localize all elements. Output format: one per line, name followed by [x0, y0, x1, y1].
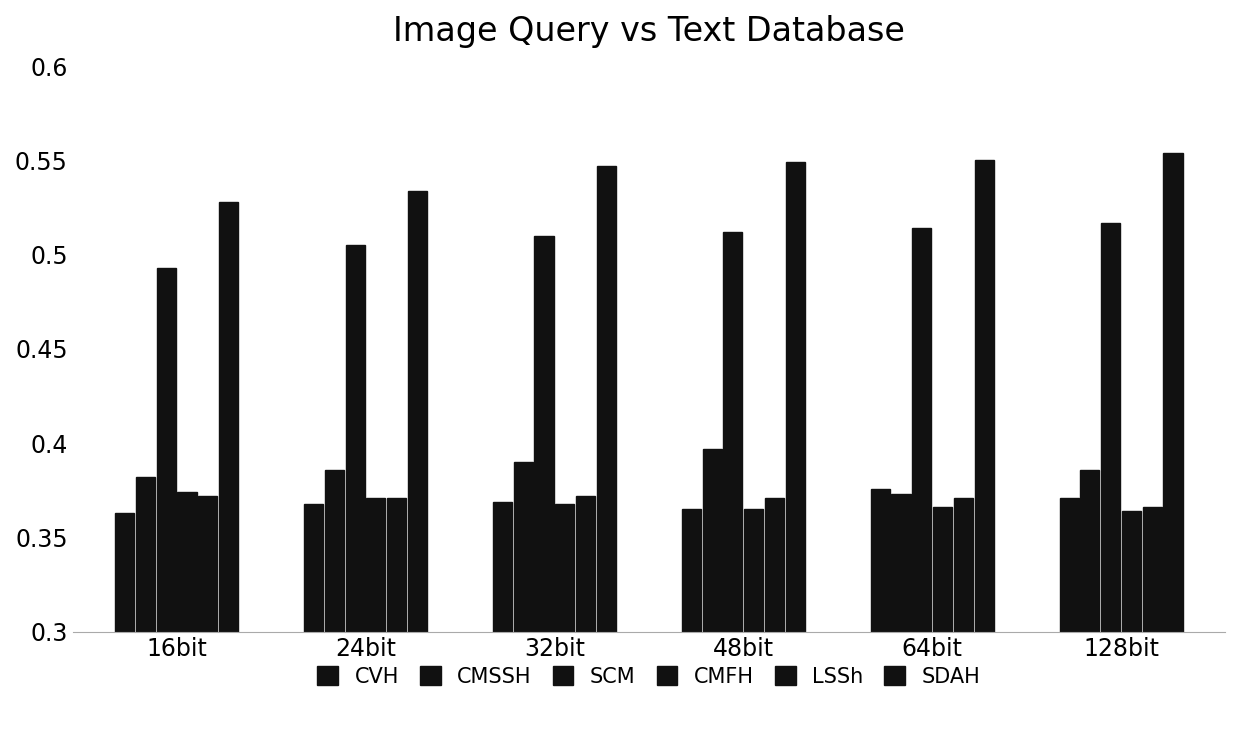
Bar — [115, 513, 134, 749]
Bar — [932, 508, 952, 749]
Legend: CVH, CMSSH, SCM, CMFH, LSSh, SDAH: CVH, CMSSH, SCM, CMFH, LSSh, SDAH — [309, 658, 990, 695]
Bar — [198, 496, 217, 749]
Bar — [1101, 222, 1120, 749]
Bar — [1143, 508, 1162, 749]
Bar — [1080, 470, 1100, 749]
Bar — [534, 236, 553, 749]
Bar — [703, 449, 722, 749]
Title: Image Query vs Text Database: Image Query vs Text Database — [393, 15, 905, 48]
Bar — [494, 502, 512, 749]
Bar — [1163, 153, 1183, 749]
Bar — [325, 470, 343, 749]
Bar — [156, 268, 176, 749]
Bar — [786, 163, 805, 749]
Bar — [219, 201, 238, 749]
Bar — [596, 166, 616, 749]
Bar — [682, 509, 701, 749]
Bar — [556, 503, 574, 749]
Bar — [408, 190, 427, 749]
Bar — [136, 477, 155, 749]
Bar — [913, 228, 931, 749]
Bar — [513, 462, 533, 749]
Bar — [304, 503, 324, 749]
Bar — [577, 496, 595, 749]
Bar — [1122, 512, 1141, 749]
Bar — [870, 488, 890, 749]
Bar — [346, 245, 365, 749]
Bar — [366, 498, 386, 749]
Bar — [1060, 498, 1079, 749]
Bar — [975, 160, 993, 749]
Bar — [765, 498, 784, 749]
Bar — [744, 509, 764, 749]
Bar — [723, 232, 743, 749]
Bar — [387, 498, 407, 749]
Bar — [892, 494, 910, 749]
Bar — [177, 492, 197, 749]
Bar — [954, 498, 973, 749]
